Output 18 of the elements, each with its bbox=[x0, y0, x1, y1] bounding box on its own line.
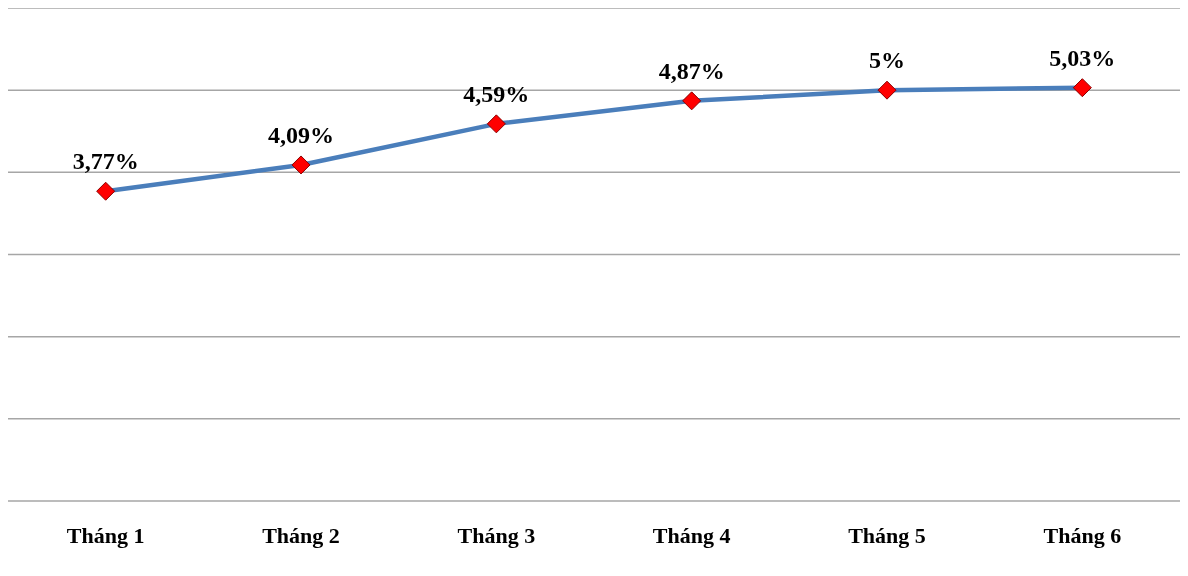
x-tick-label: Tháng 3 bbox=[457, 522, 536, 548]
point bbox=[682, 91, 702, 111]
x-tick-label: Tháng 4 bbox=[652, 522, 731, 548]
point bbox=[291, 155, 311, 175]
x-tick-label: Tháng 5 bbox=[848, 522, 926, 548]
data-label: 4,87% bbox=[658, 57, 725, 84]
point bbox=[1072, 78, 1092, 98]
x-tick-label: Tháng 2 bbox=[262, 522, 340, 548]
data-label: 4,09% bbox=[268, 121, 334, 148]
data-label: 5% bbox=[869, 47, 905, 74]
point bbox=[486, 114, 506, 134]
point bbox=[96, 181, 116, 201]
data-label: 3,77% bbox=[72, 148, 139, 175]
x-tick-label: Tháng 6 bbox=[1043, 522, 1122, 548]
point bbox=[877, 80, 897, 100]
x-tick-label: Tháng 1 bbox=[66, 522, 145, 548]
data-label: 5,03% bbox=[1049, 44, 1116, 71]
data-label: 4,59% bbox=[463, 80, 530, 107]
